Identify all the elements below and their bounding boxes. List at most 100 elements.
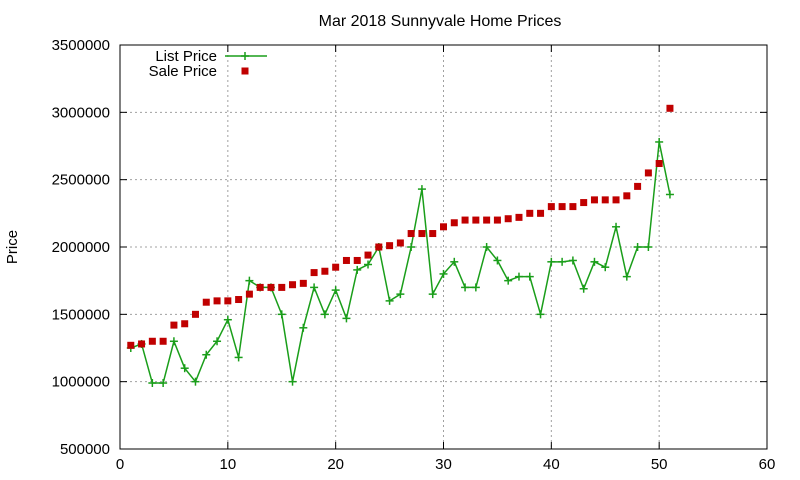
plot-series <box>126 104 674 388</box>
data-point <box>644 243 653 251</box>
data-point <box>655 160 663 168</box>
data-point <box>235 296 243 304</box>
data-point <box>515 213 523 221</box>
data-point <box>429 230 437 238</box>
data-point <box>579 284 588 293</box>
data-point <box>428 290 437 299</box>
data-point <box>633 243 642 251</box>
data-point <box>364 251 372 259</box>
x-tick-label: 10 <box>219 456 236 473</box>
data-point <box>245 290 253 298</box>
data-point <box>537 209 545 217</box>
data-point <box>342 314 351 323</box>
data-point <box>169 337 178 346</box>
data-point <box>493 256 502 265</box>
data-point <box>213 297 221 305</box>
data-point <box>471 283 480 292</box>
data-point <box>634 182 642 190</box>
data-point <box>418 230 426 238</box>
data-point <box>342 256 350 264</box>
data-point <box>321 267 329 275</box>
data-point <box>590 196 598 204</box>
y-tick-label: 1500000 <box>52 306 110 323</box>
legend-marker <box>241 52 249 60</box>
data-point <box>353 256 361 264</box>
data-point <box>461 283 470 292</box>
data-point <box>450 219 458 227</box>
legend-marker <box>241 67 249 75</box>
series-line <box>130 141 671 384</box>
data-point <box>256 283 264 291</box>
plot-frame <box>119 44 768 450</box>
data-point <box>623 192 631 200</box>
data-point <box>278 283 286 291</box>
data-point <box>547 257 556 266</box>
data-point <box>127 341 135 349</box>
y-tick-label: 500000 <box>60 441 110 458</box>
data-point <box>514 272 523 281</box>
data-point <box>332 263 340 271</box>
data-point <box>483 216 491 224</box>
y-tick-label: 1000000 <box>52 374 110 391</box>
data-point <box>224 297 232 305</box>
y-tick-label: 2000000 <box>52 239 110 256</box>
data-point <box>148 379 157 388</box>
data-point <box>590 257 599 266</box>
data-point <box>407 230 415 238</box>
data-point <box>385 296 394 305</box>
data-point <box>353 265 362 274</box>
data-point <box>289 281 297 289</box>
data-point <box>655 137 664 146</box>
y-tick-label: 3000000 <box>52 104 110 121</box>
data-point <box>364 260 373 269</box>
x-tick-label: 60 <box>759 456 776 473</box>
data-point <box>601 196 609 204</box>
data-point <box>666 104 674 112</box>
x-tick-label: 40 <box>543 456 560 473</box>
data-point <box>612 222 621 231</box>
x-tick-label: 50 <box>651 456 668 473</box>
data-point <box>386 242 394 250</box>
data-point <box>396 239 404 247</box>
y-tick-label: 2500000 <box>52 172 110 189</box>
axes: 500000 1000000 1500000 2000000 2500000 300000… <box>52 37 776 473</box>
data-point <box>213 337 222 346</box>
data-point <box>439 269 448 278</box>
data-point <box>580 199 588 207</box>
series-list-price <box>126 137 674 388</box>
data-point <box>148 337 156 345</box>
data-point <box>277 310 286 319</box>
data-point <box>181 320 189 328</box>
data-point <box>644 169 652 177</box>
data-point <box>440 223 447 231</box>
data-point <box>622 272 631 281</box>
data-point <box>493 216 501 224</box>
data-point <box>526 209 534 217</box>
data-point <box>191 377 200 386</box>
data-point <box>310 269 318 277</box>
data-point <box>159 379 168 388</box>
grid <box>120 45 767 449</box>
y-tick-label: 3500000 <box>52 37 110 54</box>
data-point <box>159 337 167 345</box>
data-point <box>547 203 555 211</box>
data-point <box>396 290 405 299</box>
data-point <box>612 196 620 204</box>
series-sale-price <box>127 104 674 349</box>
legend-label: Sale Price <box>149 63 217 80</box>
data-point <box>223 315 232 324</box>
data-point <box>375 243 383 251</box>
data-point <box>138 340 146 348</box>
data-point <box>202 350 211 359</box>
data-point <box>558 203 566 211</box>
data-point <box>569 203 577 211</box>
data-point <box>568 256 577 265</box>
x-tick-label: 20 <box>327 456 344 473</box>
chart-title: Mar 2018 Sunnyvale Home Prices <box>319 13 562 30</box>
data-point <box>504 215 512 223</box>
data-point <box>417 185 426 194</box>
y-axis-label: Price <box>4 230 21 264</box>
data-point <box>504 276 513 285</box>
